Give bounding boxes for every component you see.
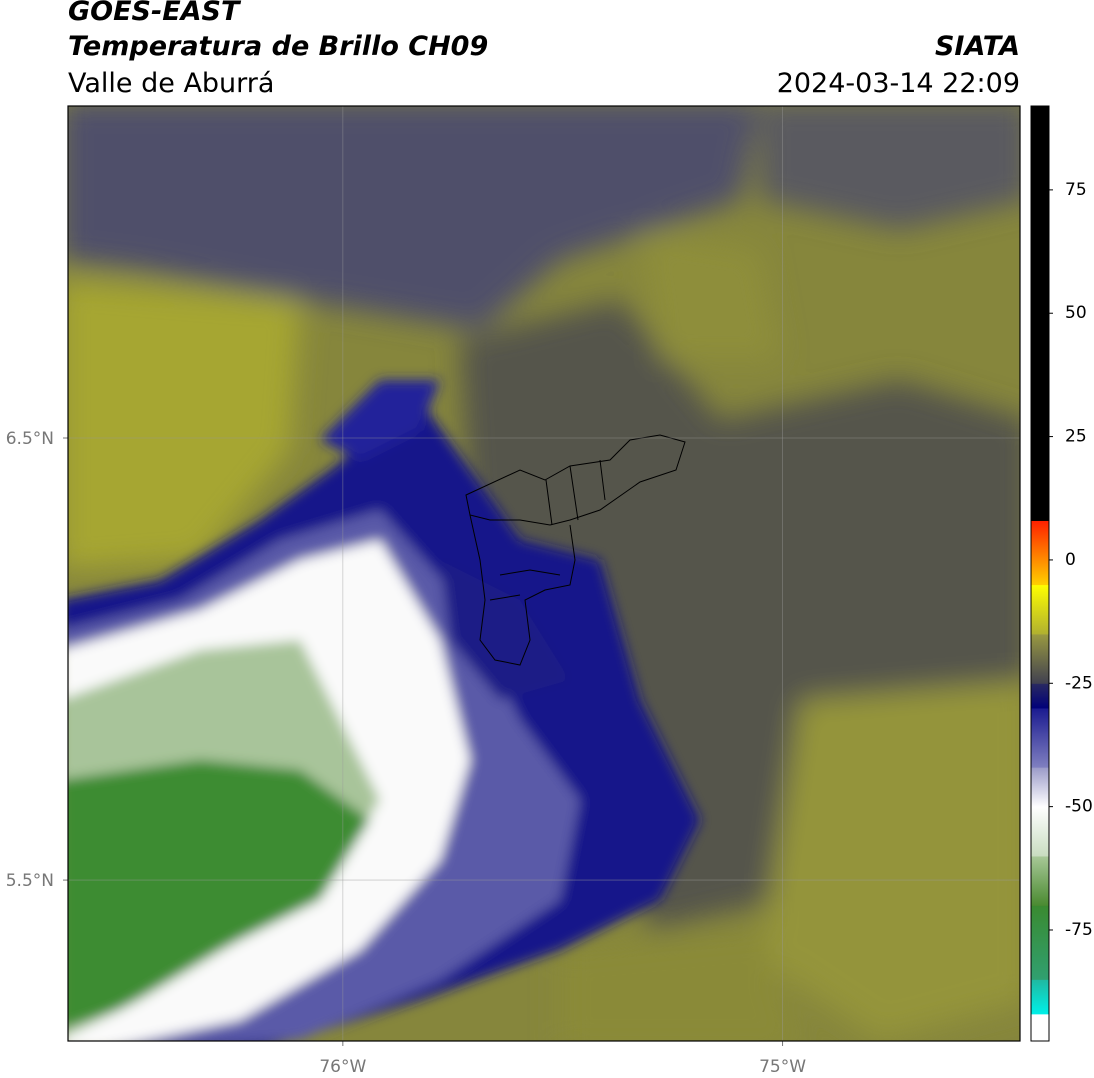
colorbar-segment [1031, 979, 1049, 1015]
colorbar-segment [1031, 806, 1049, 857]
region: Valle de Aburrá [68, 68, 274, 99]
source: SIATA [935, 31, 1020, 62]
colorbar-tick-label: -25 [1065, 673, 1093, 693]
y-tick-label: 6.5°N [6, 429, 54, 449]
colorbar: -75 -50 -25 0 25 50 75 [1030, 105, 1093, 1042]
graticule: 76°W 75°W 6.5°N 5.5°N [6, 106, 1020, 1077]
x-tick-label: 76°W [319, 1057, 366, 1077]
colorbar-segment [1031, 767, 1049, 808]
colorbar-segment [1031, 683, 1049, 709]
colorbar-tick-label: 75 [1065, 180, 1087, 200]
title: GOES-EAST [68, 0, 242, 27]
colorbar-frame [1030, 105, 1050, 1042]
satellite-image [68, 106, 1020, 1041]
colorbar-segment [1031, 584, 1049, 635]
colorbar-segment [1031, 106, 1049, 521]
y-tick-label: 5.5°N [6, 871, 54, 891]
colorbar-tick-label: 25 [1065, 427, 1087, 447]
colorbar-segment [1031, 1013, 1049, 1042]
colorbar-tick-label: 0 [1065, 550, 1076, 570]
colorbar-segment [1031, 707, 1049, 768]
colorbar-segment [1031, 633, 1049, 684]
colorbar-tick-label: 50 [1065, 303, 1087, 323]
colorbar-tick-label: -50 [1065, 797, 1093, 817]
map-frame [67, 105, 1021, 1042]
datetime: 2024-03-14 22:09 [777, 68, 1020, 99]
colorbar-segment [1031, 520, 1049, 586]
colorbar-segment [1031, 905, 1049, 980]
colorbar-segment [1031, 855, 1049, 906]
subtitle: Temperatura de Brillo CH09 [68, 31, 488, 62]
municipal-boundaries [465, 434, 686, 666]
colorbar-tick-label: -75 [1065, 920, 1093, 940]
x-tick-label: 75°W [759, 1057, 806, 1077]
